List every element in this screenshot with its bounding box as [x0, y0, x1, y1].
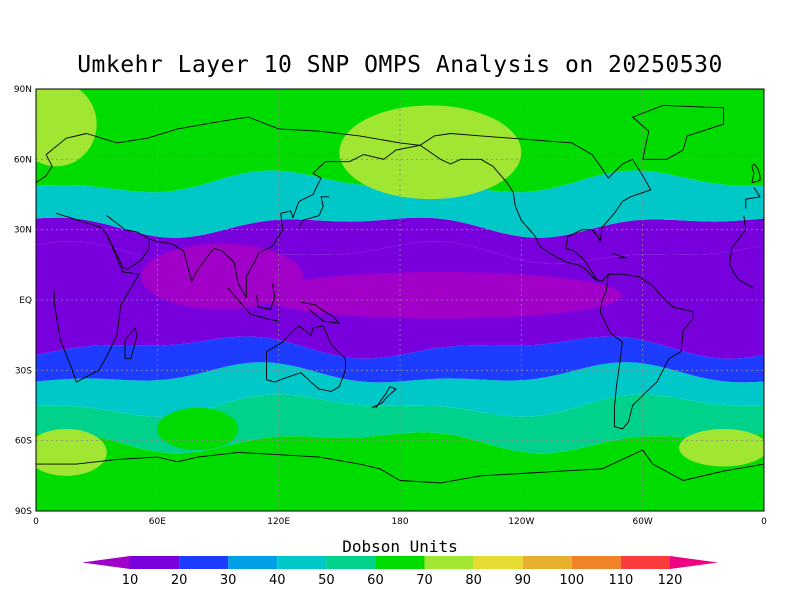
- colorbar-swatch: [326, 556, 376, 569]
- colorbar-tick-label: 90: [514, 573, 531, 588]
- lat-tick-label: 60N: [14, 155, 32, 165]
- colorbar-swatch: [522, 556, 572, 569]
- colorbar-swatch: [375, 556, 425, 569]
- chart-title: Umkehr Layer 10 SNP OMPS Analysis on 202…: [77, 52, 723, 78]
- coastline: [298, 196, 330, 228]
- colorbar-label: Dobson Units: [342, 537, 458, 556]
- longitude-ticks: 0 60E 120E 180 120W 60W 0: [33, 517, 767, 527]
- coastline: [124, 327, 138, 360]
- colorbar-swatch: [424, 556, 474, 569]
- colorbar-swatch: [130, 556, 180, 569]
- ozone-field: [36, 89, 764, 511]
- coastline: [36, 116, 761, 209]
- coastline: [751, 163, 761, 184]
- map-frame: [35, 88, 765, 512]
- colorbar-tick-label: 20: [171, 573, 188, 588]
- coastline: [612, 252, 627, 259]
- colorbar-swatch: [228, 556, 278, 569]
- lon-tick-label: 0: [761, 517, 767, 527]
- coastline: [371, 386, 397, 409]
- lon-tick-label: 120W: [508, 517, 534, 527]
- colorbar-tick-label: 70: [416, 573, 433, 588]
- ozone-region: [36, 428, 107, 476]
- colorbar-tick-label: 40: [269, 573, 286, 588]
- lon-tick-label: 60W: [632, 517, 652, 527]
- coastline: [106, 234, 150, 270]
- ozone-region: [157, 407, 239, 451]
- coastline: [36, 449, 764, 484]
- colorbar-tick-label: 100: [559, 573, 584, 588]
- coastline: [300, 301, 340, 324]
- coastline: [227, 288, 279, 322]
- colorbar-swatch: [620, 556, 670, 569]
- colorbar-swatch: [571, 556, 621, 569]
- lat-tick-label: 90S: [15, 507, 32, 517]
- coastline: [255, 283, 276, 310]
- coastline: [419, 144, 599, 282]
- lon-tick-label: 0: [33, 517, 39, 527]
- colorbar: 10 20 30 40 50 60 70 80 90 100 110 120: [82, 556, 718, 588]
- colorbar-swatch: [179, 556, 229, 569]
- coastline: [266, 325, 346, 392]
- coastline: [599, 273, 694, 430]
- latitude-ticks: 90N 60N 30N EQ 30S 60S 90S: [14, 85, 32, 517]
- ozone-band: [36, 432, 764, 511]
- colorbar-swatch: [473, 556, 523, 569]
- coastlines: [36, 104, 764, 484]
- coastline: [632, 104, 725, 160]
- ozone-region: [36, 89, 97, 167]
- lat-tick-label: EQ: [19, 296, 32, 306]
- ozone-region: [258, 271, 623, 319]
- lat-tick-label: 30N: [14, 226, 32, 236]
- coastline: [419, 133, 652, 282]
- colorbar-tick-label: 10: [122, 573, 139, 588]
- colorbar-swatch: [277, 556, 327, 569]
- colorbar-tick-label: 60: [367, 573, 384, 588]
- colorbar-max-triangle: [670, 556, 718, 569]
- colorbar-tick-label: 120: [658, 573, 683, 588]
- lon-tick-label: 60E: [149, 517, 166, 527]
- lon-tick-label: 180: [391, 517, 408, 527]
- ozone-region: [679, 428, 764, 467]
- coastline: [106, 144, 421, 299]
- map-gridlines: [36, 89, 764, 511]
- lat-tick-label: 60S: [15, 437, 32, 447]
- colorbar-tick-label: 30: [220, 573, 237, 588]
- colorbar-tick-label: 50: [318, 573, 335, 588]
- colorbar-tick-label: 110: [608, 573, 633, 588]
- lon-tick-label: 120E: [267, 517, 290, 527]
- colorbar-min-triangle: [82, 556, 130, 569]
- lat-tick-label: 90N: [14, 85, 32, 95]
- colorbar-tick-label: 80: [465, 573, 482, 588]
- lat-tick-label: 30S: [15, 366, 32, 376]
